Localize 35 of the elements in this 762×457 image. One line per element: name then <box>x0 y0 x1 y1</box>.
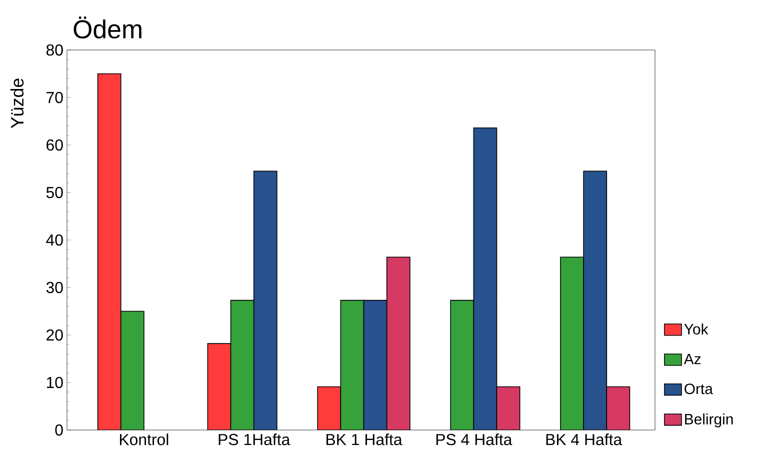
y-tick-label: 60 <box>46 139 63 151</box>
y-tick-label: 20 <box>46 329 63 341</box>
chart-title: Ödem <box>74 16 142 38</box>
bar <box>230 300 254 430</box>
y-tick-label: 70 <box>46 92 63 104</box>
legend-label: Yok <box>684 324 708 334</box>
legend-label: Orta <box>684 384 713 394</box>
y-tick-label: 10 <box>46 376 63 388</box>
bar <box>207 343 232 430</box>
x-tick-label: PS 4 Hafta <box>436 434 512 446</box>
bar <box>317 386 342 430</box>
y-tick-label: 30 <box>46 282 63 294</box>
bar <box>253 170 278 430</box>
bar <box>97 73 122 430</box>
y-tick-label: 0 <box>55 424 63 436</box>
legend-label: Belirgin <box>685 413 733 428</box>
bar <box>606 386 630 430</box>
bar <box>120 310 144 430</box>
bar <box>560 256 584 430</box>
y-axis-title: Yüzde <box>10 78 24 128</box>
x-tick-label: PS 1Hafta <box>218 434 290 446</box>
bar <box>340 300 364 430</box>
x-tick-label: BK 4 Hafta <box>546 434 622 446</box>
y-tick-label: 50 <box>46 186 63 198</box>
bar <box>363 300 388 430</box>
bar <box>450 300 474 430</box>
x-tick-label: Kontrol <box>120 434 168 446</box>
y-tick-label: 40 <box>46 234 63 246</box>
x-tick-label: BK 1 Hafta <box>326 434 402 446</box>
bar <box>583 170 608 430</box>
bar <box>496 386 520 430</box>
legend-label: Az <box>684 354 701 364</box>
bar <box>473 128 498 430</box>
y-tick-label: 80 <box>46 44 63 56</box>
bar <box>386 256 410 430</box>
